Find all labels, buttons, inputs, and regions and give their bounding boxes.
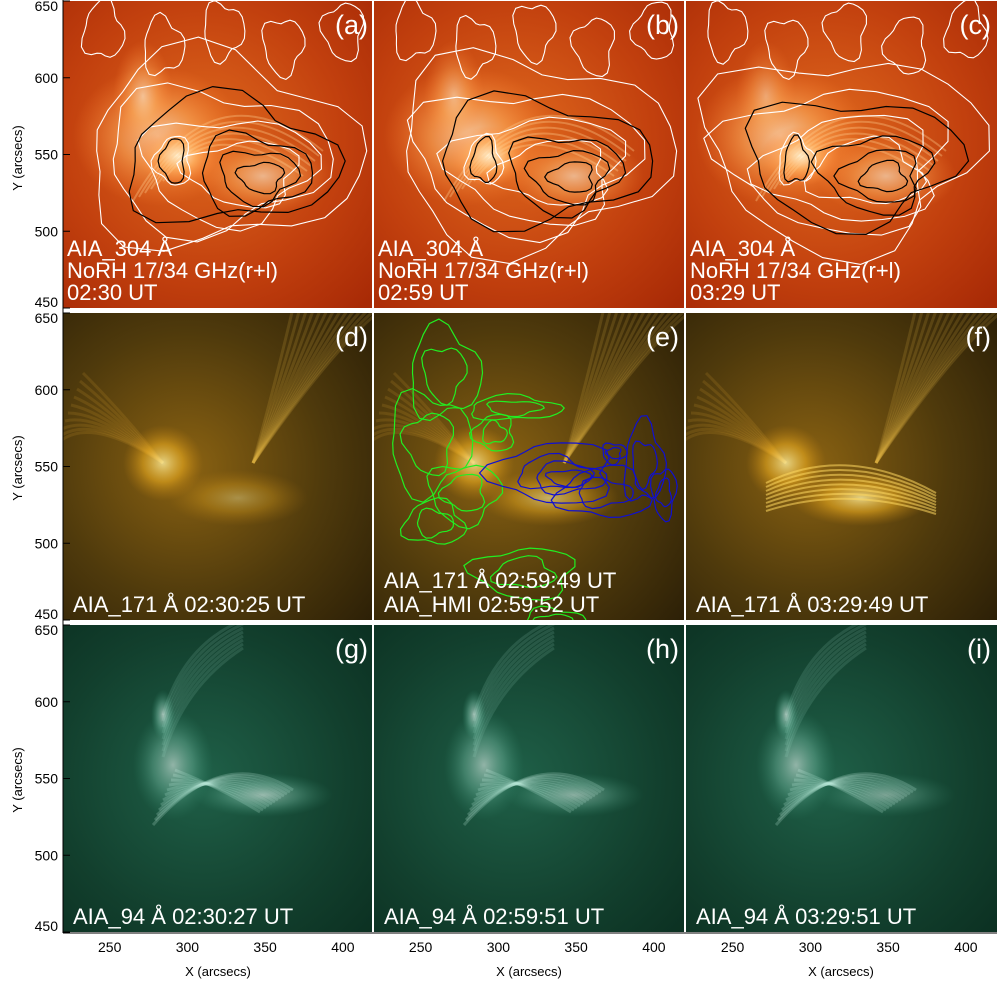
solar-image-h xyxy=(374,625,685,932)
x-axis-label-col1: X (arcsecs) xyxy=(185,964,251,979)
panel-label-i: (i) xyxy=(967,634,991,664)
panel-label-d: (d) xyxy=(335,322,368,352)
y-tick-label: 650 xyxy=(35,622,59,638)
annotation-d-0: AIA_171 Å 02:30:25 UT xyxy=(73,592,305,617)
x-axis-label-col2: X (arcsecs) xyxy=(496,964,562,979)
annotation-a-1: NoRH 17/34 GHz(r+l) xyxy=(67,258,278,283)
solar-image-b xyxy=(374,1,685,308)
y-axis-label-row3: Y (arcsecs) xyxy=(10,747,25,813)
solar-image-c xyxy=(686,1,997,308)
y-tick-label: 650 xyxy=(35,310,59,326)
annotation-b-0: AIA_304 Å xyxy=(378,236,484,261)
panel-h: (h) AIA_94 Å 02:59:51 UT xyxy=(374,625,685,932)
solar-image-d xyxy=(63,313,374,620)
x-tick-label: 300 xyxy=(799,939,823,955)
y-tick-label: 450 xyxy=(35,294,59,310)
panel-label-h: (h) xyxy=(646,634,679,664)
annotation-i-0: AIA_94 Å 03:29:51 UT xyxy=(696,904,916,929)
solar-image-f xyxy=(686,313,997,620)
annotation-c-2: 03:29 UT xyxy=(690,280,781,305)
x-tick-label: 400 xyxy=(331,939,355,955)
annotation-e-1: AIA_HMI 02:59:52 UT xyxy=(384,592,599,617)
panel-i: (i) AIA_94 Å 03:29:51 UT xyxy=(686,625,997,932)
y-tick-label: 450 xyxy=(35,918,59,934)
x-axis-label-col3: X (arcsecs) xyxy=(808,964,874,979)
annotation-e-0: AIA_171 Å 02:59:49 UT xyxy=(384,568,616,593)
x-tick-label: 350 xyxy=(564,939,588,955)
annotation-f-0: AIA_171 Å 03:29:49 UT xyxy=(696,592,928,617)
y-tick-label: 500 xyxy=(35,223,59,239)
panel-g: (g) AIA_94 Å 02:30:27 UT xyxy=(63,625,374,932)
y-axis-label-row2: Y (arcsecs) xyxy=(10,435,25,501)
solar-image-i xyxy=(686,625,997,932)
axes-layer: 4505005506006504505005506006504505005506… xyxy=(35,0,997,955)
y-axis-label-row1: Y (arcsecs) xyxy=(10,125,25,191)
y-tick-label: 650 xyxy=(35,0,59,14)
x-tick-label: 300 xyxy=(176,939,200,955)
annotation-g-0: AIA_94 Å 02:30:27 UT xyxy=(73,904,293,929)
y-tick-label: 500 xyxy=(35,535,59,551)
x-tick-label: 300 xyxy=(487,939,511,955)
panel-f: (f) AIA_171 Å 03:29:49 UT xyxy=(686,313,997,620)
panel-label-g: (g) xyxy=(335,634,368,664)
x-tick-label: 350 xyxy=(253,939,277,955)
x-tick-label: 400 xyxy=(954,939,978,955)
x-tick-label: 250 xyxy=(409,939,433,955)
y-tick-label: 550 xyxy=(35,147,59,163)
y-tick-label: 600 xyxy=(35,382,59,398)
panel-label-e: (e) xyxy=(646,322,679,352)
x-tick-label: 350 xyxy=(876,939,900,955)
y-tick-label: 450 xyxy=(35,606,59,622)
annotation-c-0: AIA_304 Å xyxy=(690,236,796,261)
y-tick-label: 500 xyxy=(35,847,59,863)
panel-label-b: (b) xyxy=(646,10,679,40)
y-tick-label: 600 xyxy=(35,694,59,710)
annotation-h-0: AIA_94 Å 02:59:51 UT xyxy=(384,904,604,929)
panel-label-f: (f) xyxy=(966,322,991,352)
solar-image-a xyxy=(63,1,374,308)
annotation-b-1: NoRH 17/34 GHz(r+l) xyxy=(378,258,589,283)
x-tick-label: 400 xyxy=(642,939,666,955)
y-tick-label: 550 xyxy=(35,459,59,475)
solar-image-g xyxy=(63,625,374,932)
panel-d: (d) AIA_171 Å 02:30:25 UT xyxy=(63,313,374,620)
annotation-b-2: 02:59 UT xyxy=(378,280,469,305)
y-tick-label: 550 xyxy=(35,771,59,787)
annotation-a-0: AIA_304 Å xyxy=(67,236,173,261)
panel-label-a: (a) xyxy=(335,10,368,40)
annotation-a-2: 02:30 UT xyxy=(67,280,158,305)
x-tick-label: 250 xyxy=(98,939,122,955)
x-tick-label: 250 xyxy=(721,939,745,955)
annotation-c-1: NoRH 17/34 GHz(r+l) xyxy=(690,258,901,283)
panel-label-c: (c) xyxy=(960,10,991,40)
y-tick-label: 600 xyxy=(35,70,59,86)
solar-image-e xyxy=(374,313,685,620)
